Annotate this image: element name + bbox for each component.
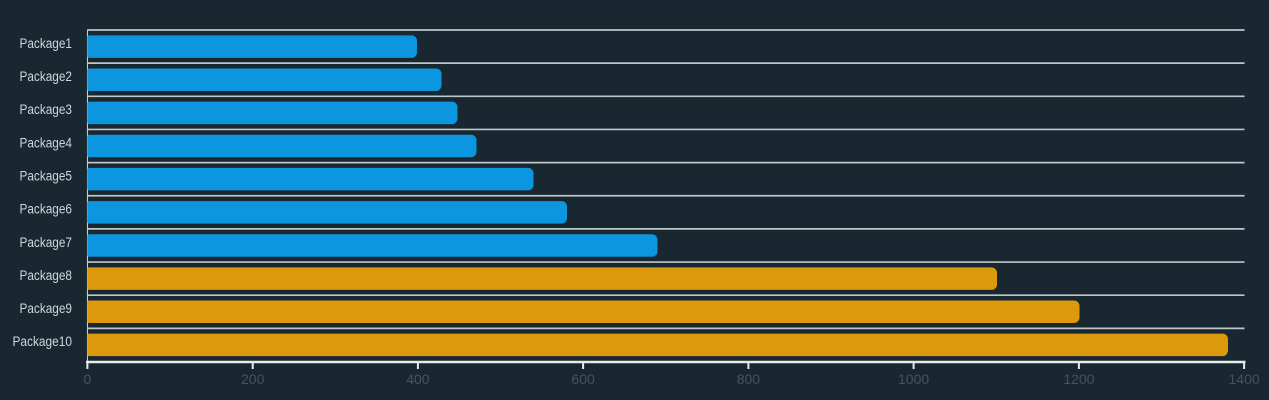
svg-text:1200: 1200 <box>1063 371 1094 387</box>
svg-text:400: 400 <box>406 371 430 387</box>
svg-text:Package8: Package8 <box>20 268 73 283</box>
svg-text:Package5: Package5 <box>20 169 73 184</box>
svg-text:800: 800 <box>737 371 761 387</box>
svg-text:0: 0 <box>84 371 92 387</box>
svg-text:200: 200 <box>241 371 265 387</box>
svg-text:Package2: Package2 <box>20 69 73 84</box>
svg-text:Package10: Package10 <box>13 334 73 349</box>
svg-text:Package7: Package7 <box>20 235 73 250</box>
svg-text:Package1: Package1 <box>20 36 73 51</box>
svg-text:Package9: Package9 <box>20 301 73 316</box>
svg-text:Package3: Package3 <box>20 102 73 117</box>
svg-text:600: 600 <box>571 371 595 387</box>
svg-text:1400: 1400 <box>1229 371 1260 387</box>
svg-text:Package4: Package4 <box>20 135 73 150</box>
svg-text:1000: 1000 <box>898 371 929 387</box>
svg-text:Package6: Package6 <box>20 202 73 217</box>
